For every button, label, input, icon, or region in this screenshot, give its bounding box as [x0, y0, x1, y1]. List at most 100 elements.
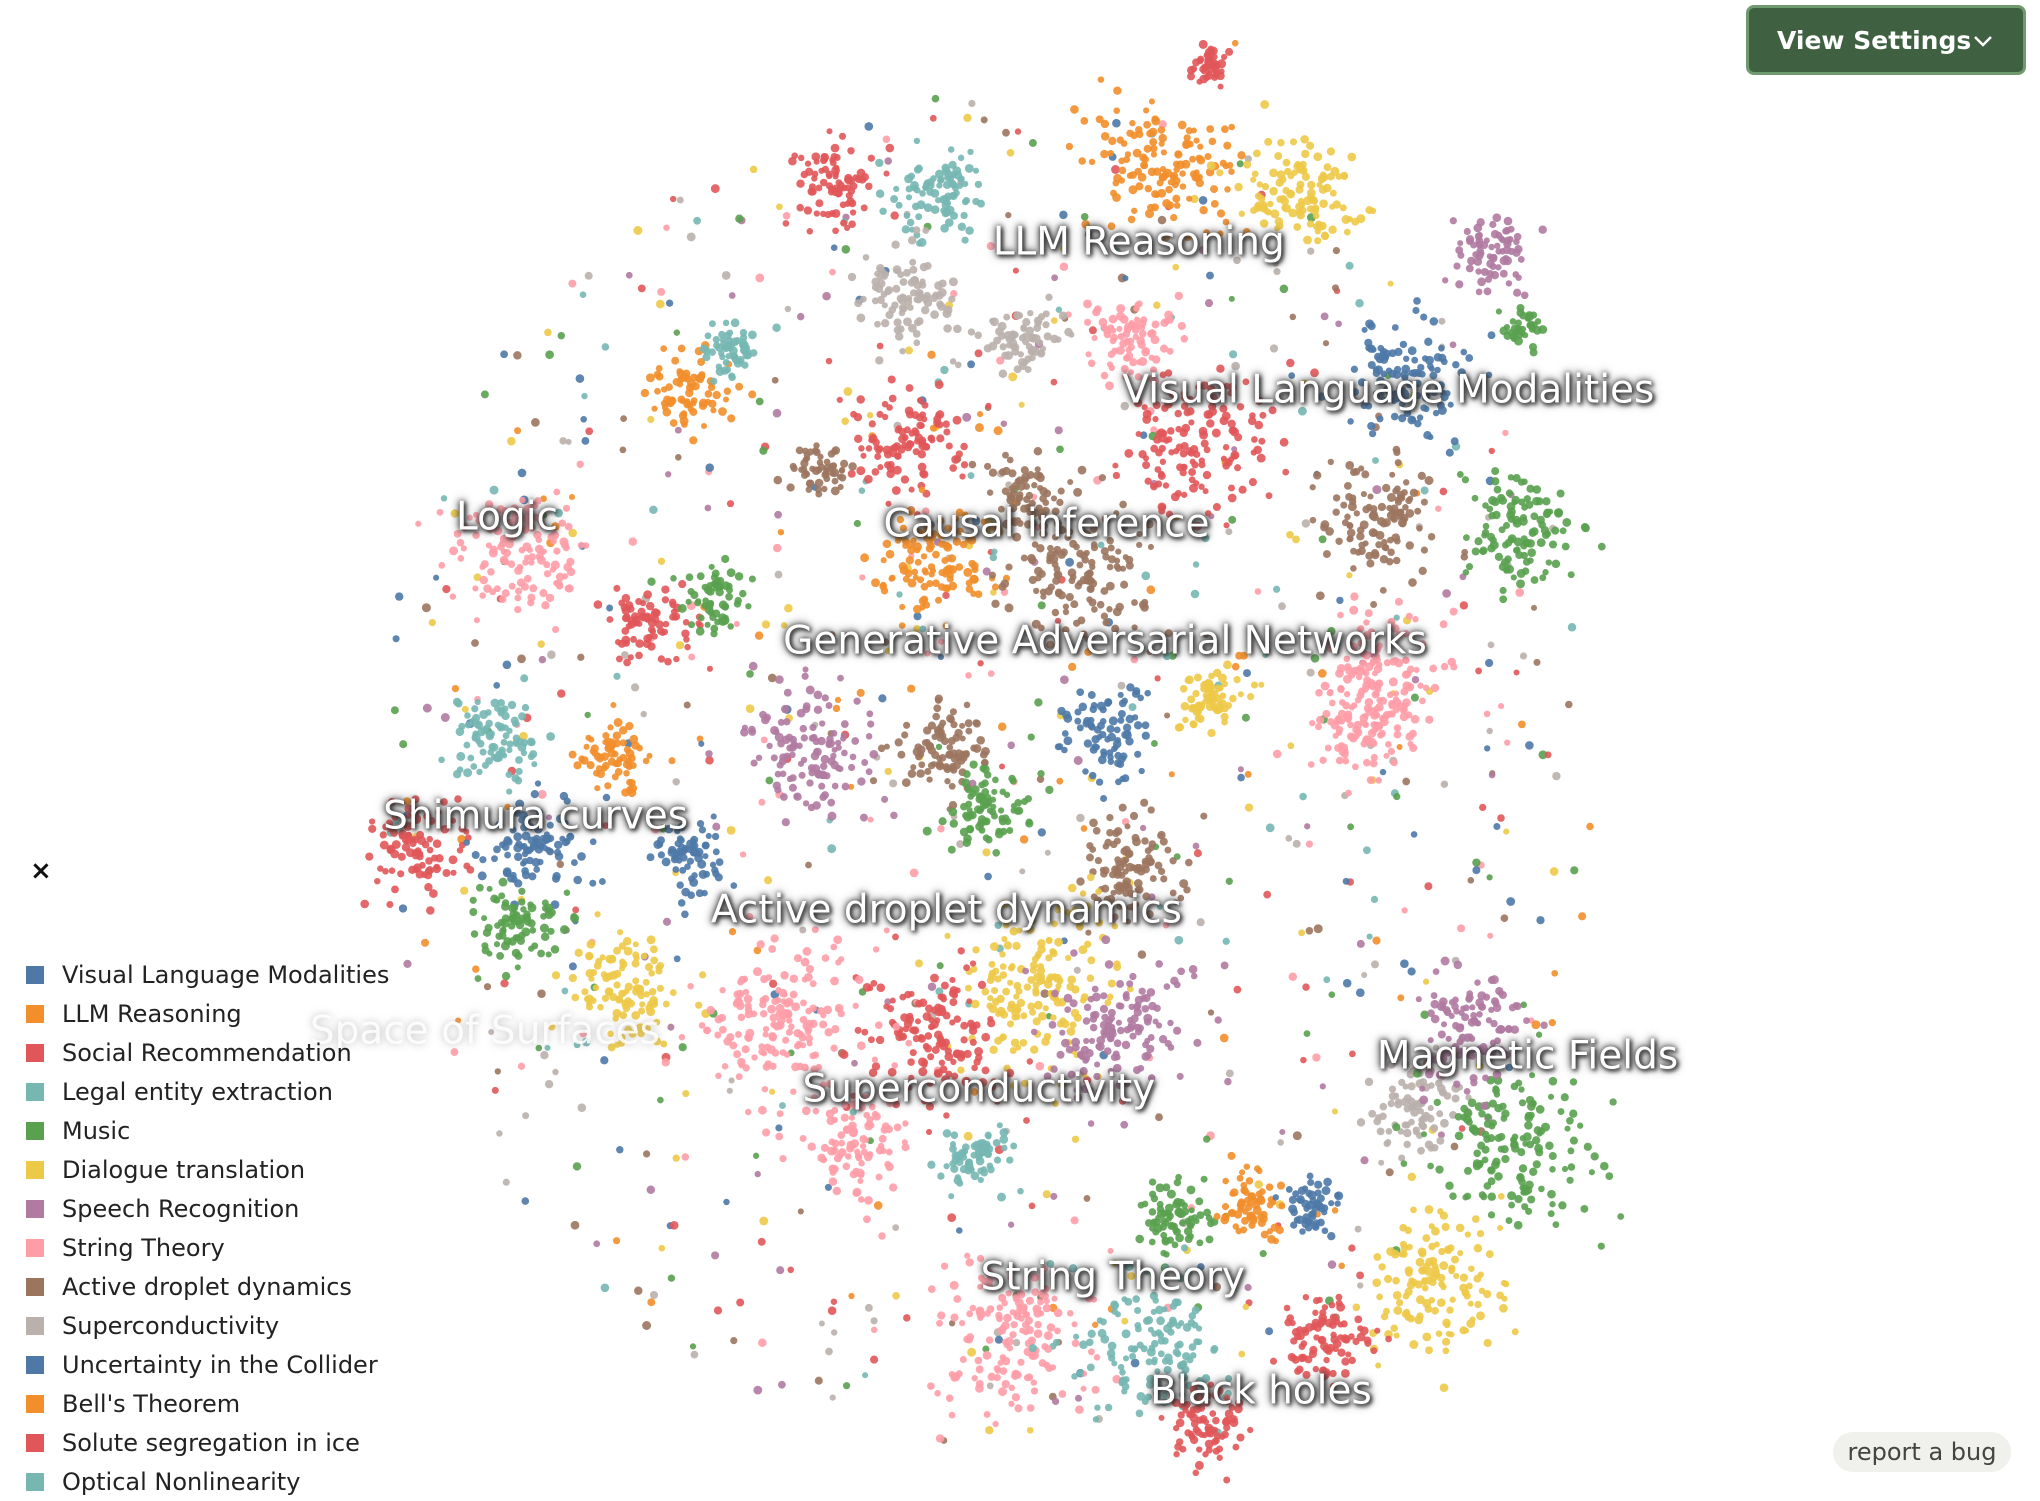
point: [1527, 1195, 1536, 1204]
point: [785, 733, 794, 742]
point: [1348, 704, 1356, 711]
point: [1088, 771, 1097, 780]
point: [1227, 382, 1237, 392]
point: [1104, 960, 1114, 969]
point: [994, 1098, 1001, 1105]
point: [965, 800, 973, 808]
point: [629, 734, 639, 744]
point: [1093, 1072, 1101, 1081]
point: [1551, 526, 1560, 535]
point: [989, 942, 999, 951]
point: [1510, 1025, 1520, 1034]
point: [1545, 1141, 1554, 1150]
point: [391, 885, 399, 894]
point: [1114, 827, 1123, 836]
point: [1018, 401, 1025, 408]
point: [813, 690, 823, 700]
point: [491, 855, 498, 863]
point: [684, 863, 691, 871]
point: [1103, 1047, 1112, 1055]
point: [1388, 349, 1397, 358]
point: [1486, 505, 1494, 513]
point: [551, 522, 560, 531]
point: [943, 305, 953, 315]
point: [1322, 550, 1331, 559]
point: [887, 1067, 897, 1077]
point: [1116, 903, 1123, 910]
point: [1243, 160, 1252, 169]
point: [821, 694, 829, 702]
point: [1051, 274, 1058, 282]
point: [1111, 165, 1120, 174]
point: [960, 461, 969, 469]
point: [1100, 612, 1109, 620]
point: [1040, 593, 1047, 600]
point: [1398, 1154, 1406, 1162]
point: [1073, 1087, 1080, 1094]
point: [931, 94, 940, 103]
point: [1419, 1114, 1428, 1123]
point: [1331, 284, 1340, 292]
point: [843, 387, 853, 396]
point: [602, 739, 609, 746]
point: [789, 751, 796, 759]
point: [651, 405, 658, 412]
point: [450, 1048, 459, 1057]
point: [1145, 209, 1154, 219]
point: [1530, 512, 1539, 521]
point: [627, 754, 636, 763]
point: [964, 163, 974, 173]
point: [1339, 204, 1347, 212]
point: [1617, 1213, 1625, 1220]
point: [907, 684, 916, 693]
point: [1426, 1114, 1435, 1123]
point: [926, 178, 935, 186]
point: [1067, 478, 1074, 486]
point: [708, 563, 715, 570]
point: [1134, 886, 1142, 894]
point: [815, 490, 823, 498]
point: [899, 347, 906, 355]
point: [1392, 556, 1401, 565]
point: [1002, 987, 1011, 996]
point: [1436, 1110, 1444, 1118]
point: [1155, 1214, 1162, 1221]
point: [1028, 139, 1037, 147]
point: [908, 323, 917, 333]
point: [1391, 390, 1399, 397]
point: [1113, 837, 1121, 845]
point: [913, 612, 922, 621]
point: [691, 872, 698, 879]
point: [1154, 675, 1161, 682]
point: [1177, 120, 1187, 130]
point: [1445, 1035, 1452, 1042]
point: [1190, 194, 1199, 204]
point: [1526, 484, 1535, 493]
point: [1149, 138, 1158, 147]
point: [368, 818, 376, 825]
point: [971, 516, 981, 526]
point: [1396, 385, 1403, 392]
point: [832, 227, 839, 235]
point: [1155, 1022, 1163, 1029]
point: [735, 382, 744, 391]
point: [924, 1032, 933, 1040]
point: [1241, 713, 1250, 722]
point: [586, 761, 595, 770]
point: [1443, 1092, 1452, 1100]
point: [1006, 491, 1014, 499]
point: [1040, 989, 1050, 998]
point: [1207, 384, 1216, 394]
point: [1212, 1282, 1222, 1292]
point: [1488, 496, 1498, 505]
point: [830, 1298, 838, 1305]
point: [968, 559, 976, 568]
point: [996, 528, 1004, 536]
point: [1420, 313, 1428, 321]
point: [830, 143, 840, 153]
point: [950, 1058, 957, 1066]
point: [750, 759, 758, 767]
point: [811, 170, 819, 178]
point: [817, 463, 826, 471]
